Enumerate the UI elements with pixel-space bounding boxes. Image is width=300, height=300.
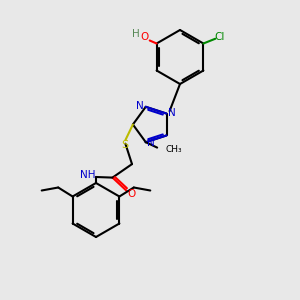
Text: O: O <box>140 32 149 42</box>
Text: NH: NH <box>80 170 95 180</box>
Text: N: N <box>136 101 144 111</box>
Text: O: O <box>128 189 136 200</box>
Text: S: S <box>121 140 128 151</box>
Text: CH₃: CH₃ <box>166 145 182 154</box>
Text: H: H <box>132 28 140 39</box>
Text: N: N <box>147 138 155 148</box>
Text: N: N <box>168 108 176 118</box>
Text: Cl: Cl <box>215 32 225 42</box>
